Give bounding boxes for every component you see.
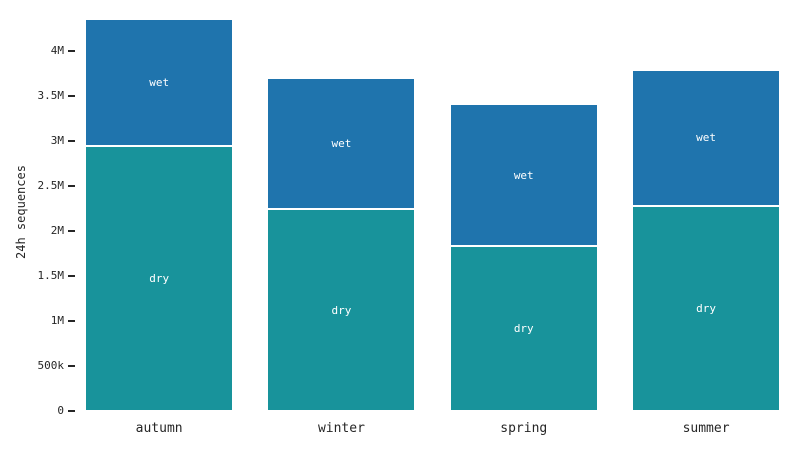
y-tick-label: 4M <box>50 44 64 58</box>
segment-label-dry: dry <box>149 272 170 286</box>
bar-segment-dry-autumn: dry <box>86 147 233 411</box>
y-tick-label: 2M <box>50 223 64 237</box>
y-tick-label: 0 <box>57 403 64 417</box>
bar-segment-wet-summer: wet <box>633 71 780 207</box>
segment-label-wet: wet <box>513 168 534 182</box>
y-tick-label: 500k <box>37 358 65 372</box>
y-tick-mark <box>68 185 75 187</box>
segment-label-wet: wet <box>696 131 716 145</box>
segment-label-dry: dry <box>696 302 716 316</box>
bar-segment-dry-spring: dry <box>450 247 597 411</box>
y-tick-label: 3.5M <box>37 89 65 103</box>
y-tick-mark <box>68 409 75 412</box>
y-tick-mark <box>68 229 75 232</box>
y-tick-label: 3M <box>50 134 64 148</box>
y-tick-mark <box>68 140 75 143</box>
bar-segment-wet-winter: wet <box>268 79 415 211</box>
y-tick-mark <box>68 274 75 277</box>
bar-segment-dry-winter: dry <box>268 210 415 411</box>
bar-segment-dry-summer: dry <box>633 206 780 411</box>
y-tick-label: 2.5M <box>37 179 65 192</box>
x-tick-label-spring: spring <box>500 421 548 436</box>
y-axis-title: 24h sequences <box>14 165 28 259</box>
y-tick-mark <box>68 319 75 322</box>
bar-segment-wet-spring: wet <box>450 105 597 248</box>
segment-label-dry: dry <box>513 322 534 336</box>
y-tick-mark <box>68 364 75 367</box>
y-tick-label: 1M <box>50 313 64 327</box>
segment-label-wet: wet <box>149 76 170 90</box>
y-tick-mark <box>68 50 75 53</box>
y-tick-mark <box>68 95 75 98</box>
segment-label-dry: dry <box>331 303 352 317</box>
x-tick-label-winter: winter <box>317 421 365 436</box>
y-tick-label: 1.5M <box>37 268 65 282</box>
segment-label-wet: wet <box>331 137 352 151</box>
bar-segment-wet-autumn: wet <box>86 19 233 148</box>
x-tick-label-summer: summer <box>682 421 730 436</box>
x-tick-label-autumn: autumn <box>135 421 183 436</box>
